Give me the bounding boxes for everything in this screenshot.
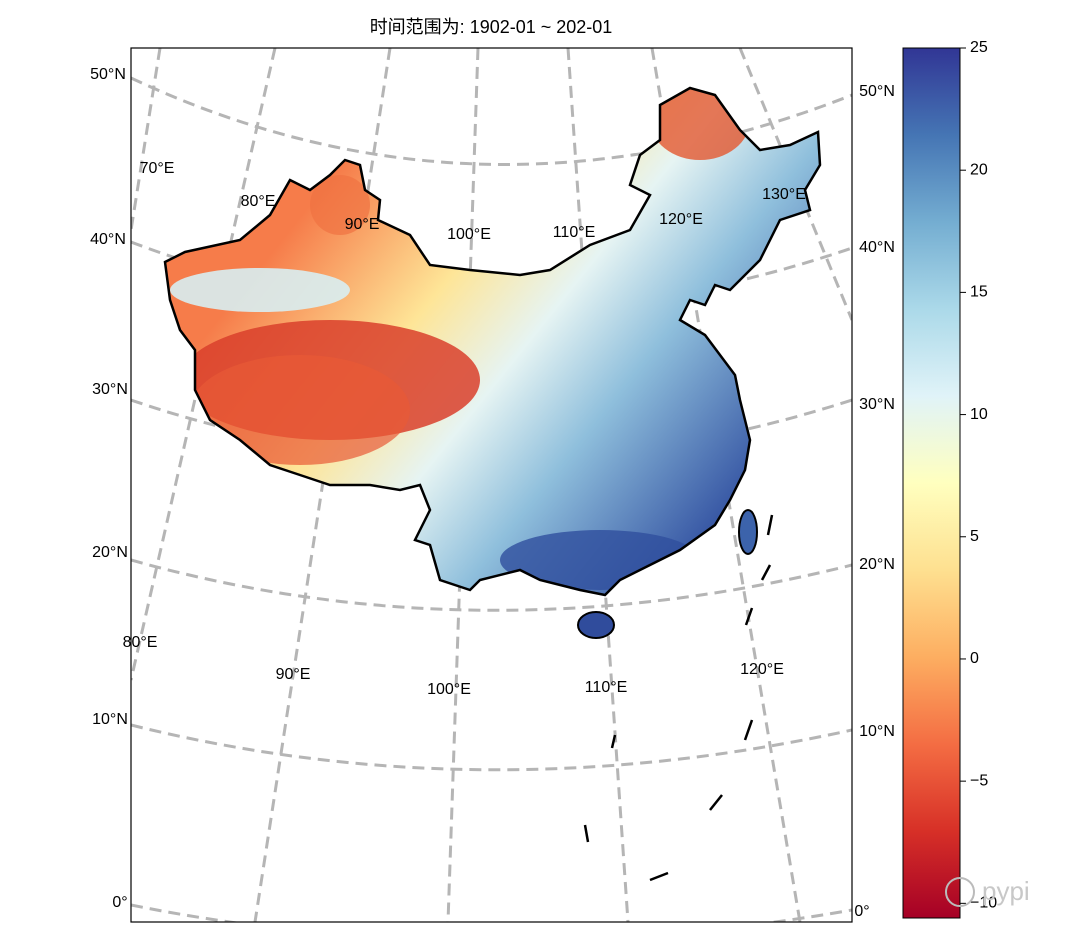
colorbar-tick-label: −10 [970,895,997,912]
lat-label: 50°N [859,83,895,100]
colorbar [902,47,961,919]
lat-label: 0° [112,894,127,911]
lat-label: 20°N [92,544,128,561]
lat-label: 40°N [90,231,126,248]
watermark: pypi [982,876,1030,906]
lat-label: 20°N [859,556,895,573]
lon-label: 80°E [123,634,158,651]
colorbar-tick-label: 10 [970,406,988,423]
lat-label: 10°N [859,723,895,740]
watermark-icon [945,877,975,907]
map-title: 时间范围为: 1902-01 ~ 202-01 [370,17,613,37]
lon-label: 120°E [740,661,784,678]
map-frame [130,47,853,923]
lon-label: 90°E [276,666,311,683]
lat-label: 50°N [90,66,126,83]
colorbar-tick-label: 5 [970,528,979,545]
lon-label: 110°E [585,679,628,696]
lat-label: 40°N [859,239,895,256]
colorbar-tick-label: 20 [970,161,988,178]
lon-label: 90°E [345,216,380,233]
colorbar-tick-label: 25 [970,39,988,56]
lon-label: 100°E [447,226,491,243]
lon-label: 100°E [427,681,471,698]
lat-label: 0° [854,903,869,920]
lat-label: 30°N [92,381,128,398]
colorbar-tick-label: 15 [970,284,988,301]
lon-label: 80°E [241,193,276,210]
lon-label: 110°E [553,224,596,241]
colorbar-tick-label: 0 [970,650,979,667]
lon-label: 120°E [659,211,703,228]
lon-label: 130°E [762,186,806,203]
lon-label: 70°E [140,160,175,177]
lat-label: 10°N [92,711,128,728]
lat-label: 30°N [859,396,895,413]
china-temperature [163,86,822,882]
colorbar-tick-label: −5 [970,772,988,789]
